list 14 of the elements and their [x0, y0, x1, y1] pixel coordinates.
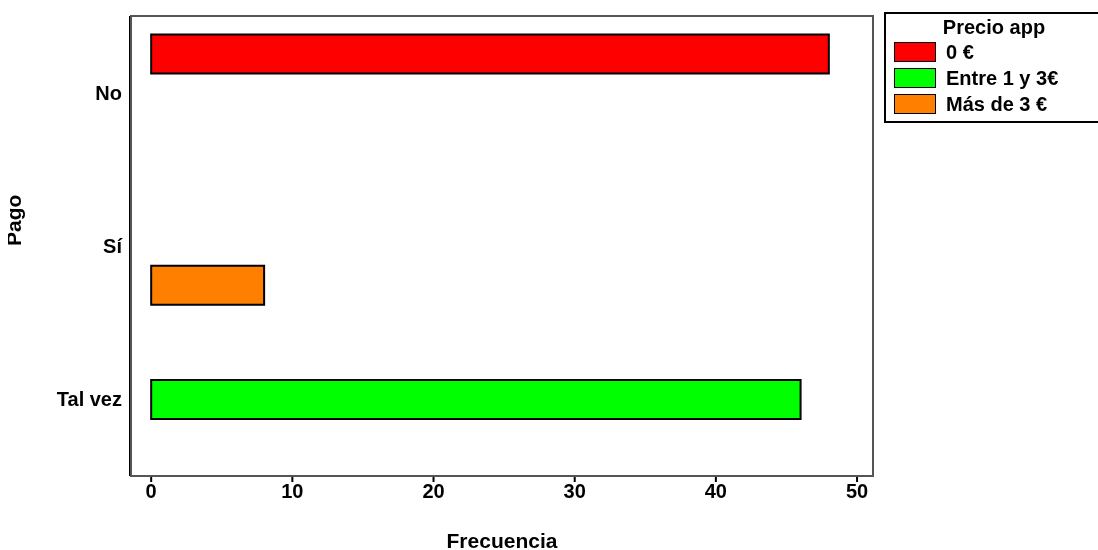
legend-label: 0 €: [946, 40, 974, 64]
legend-label: Más de 3 €: [946, 92, 1048, 116]
x-tick-label: 0: [145, 480, 157, 503]
legend-title: Precio app: [941, 16, 1047, 39]
x-tick-label: 10: [281, 480, 304, 503]
x-axis-title: Frecuencia: [446, 529, 558, 550]
x-tick-label: 50: [845, 480, 869, 503]
x-tick-label: 40: [704, 480, 728, 503]
y-tick-label: No: [95, 81, 122, 104]
x-tick-label: 20: [422, 480, 445, 503]
x-tick-label: 30: [563, 480, 586, 503]
y-tick-label: Tal vez: [56, 388, 122, 411]
legend-label: Entre 1 y 3€: [946, 66, 1059, 90]
y-tick-label: Sí: [103, 235, 124, 258]
